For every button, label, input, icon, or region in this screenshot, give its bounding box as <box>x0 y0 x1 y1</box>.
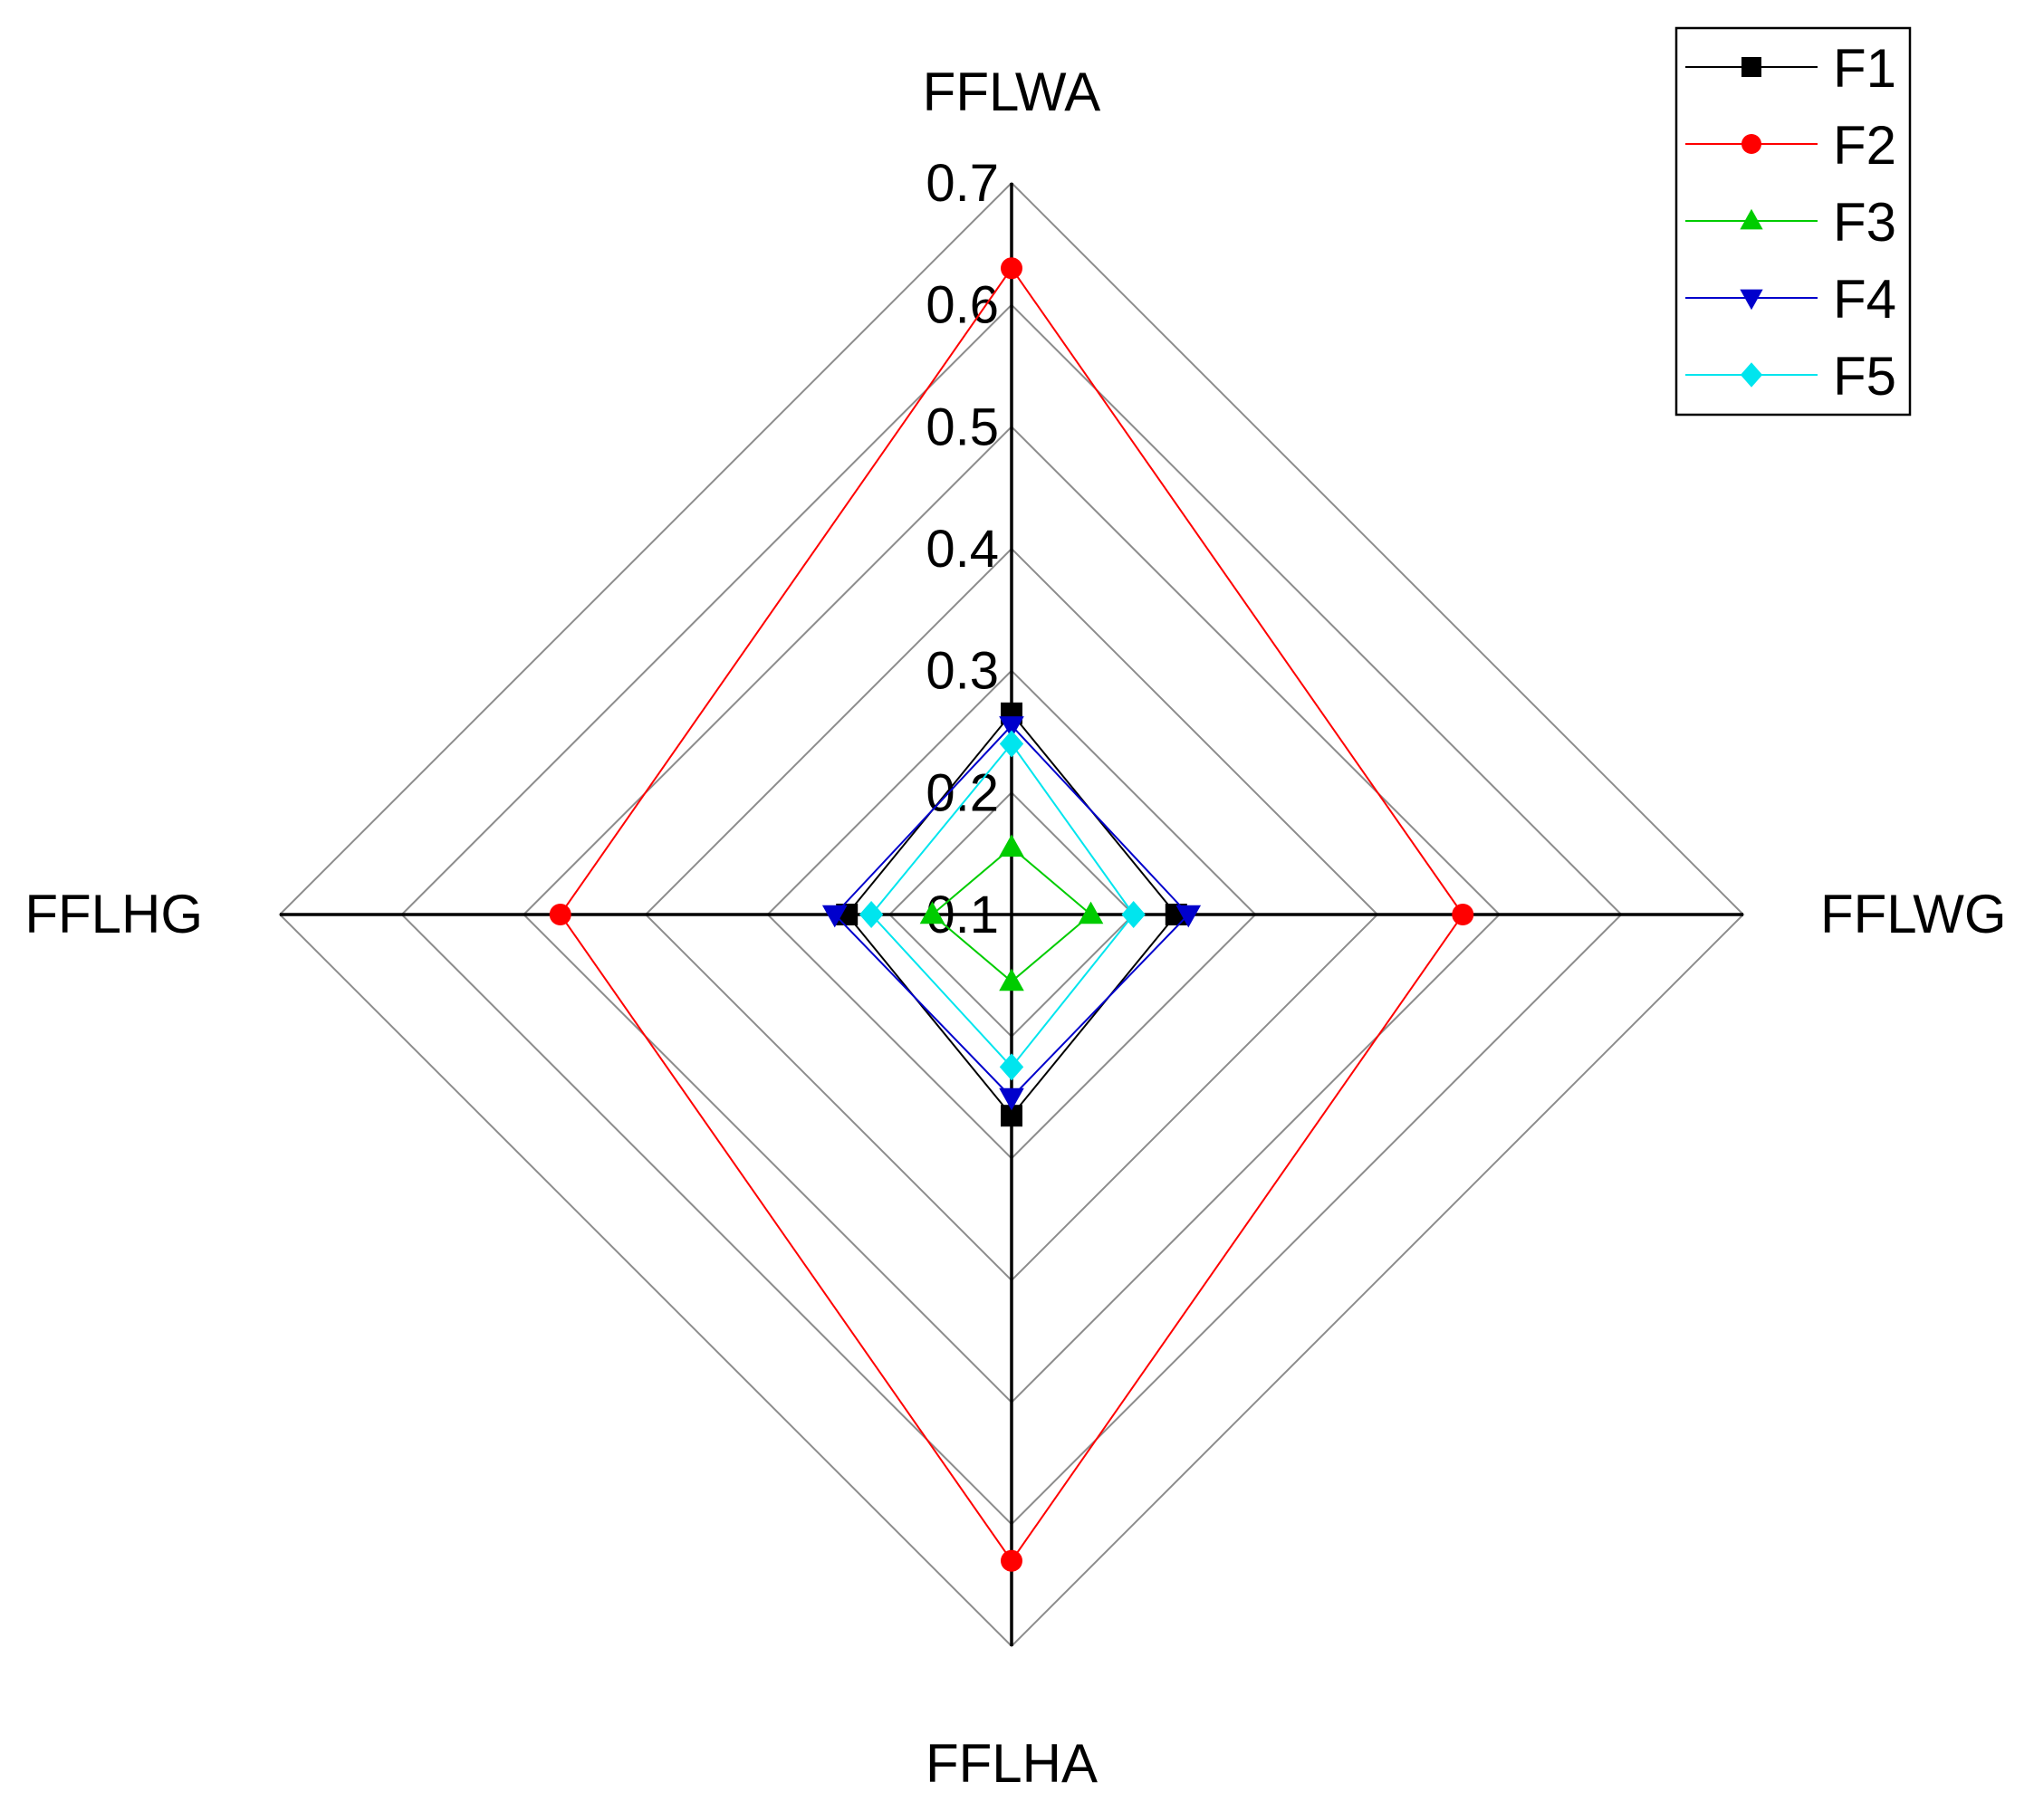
series-f5 <box>859 730 1146 1081</box>
data-point <box>821 905 848 928</box>
data-point <box>1175 905 1202 928</box>
data-point <box>1078 901 1104 924</box>
legend-item-f1: F1 <box>1685 38 1896 99</box>
tick-label: 0.6 <box>926 276 999 335</box>
legend-item-f2: F2 <box>1685 115 1896 176</box>
axis-label-fflha: FFLHA <box>926 1733 1098 1794</box>
axis-label-fflhg: FFLHG <box>24 884 203 944</box>
legend-label: F5 <box>1833 346 1896 407</box>
data-point <box>1001 1549 1022 1572</box>
radial-axes <box>280 183 1743 1646</box>
data-point <box>999 968 1024 991</box>
data-point <box>1001 257 1022 280</box>
legend-marker <box>1740 289 1763 311</box>
tick-label: 0.5 <box>926 398 999 456</box>
tick-label: 0.3 <box>926 642 999 701</box>
data-point <box>1452 904 1474 925</box>
data-point <box>999 834 1024 857</box>
axis-label-fflwa: FFLWA <box>923 62 1101 122</box>
data-point <box>999 716 1024 739</box>
legend-label: F4 <box>1833 269 1896 330</box>
tick-label: 0.7 <box>926 154 999 213</box>
data-series <box>549 257 1474 1572</box>
legend-label: F1 <box>1833 38 1896 99</box>
legend-label: F2 <box>1833 115 1896 176</box>
legend-item-f3: F3 <box>1685 192 1896 253</box>
legend-item-f4: F4 <box>1685 269 1896 330</box>
data-point <box>999 1087 1024 1111</box>
series-f4 <box>821 716 1202 1111</box>
series-f3 <box>919 834 1104 991</box>
legend: F1 F2 F3 F4 F5 <box>1674 26 1912 417</box>
data-point <box>549 904 571 925</box>
series-f2 <box>549 257 1474 1572</box>
data-point <box>859 901 884 928</box>
data-point <box>1121 901 1146 928</box>
legend-marker <box>1740 208 1763 230</box>
legend-marker <box>1741 134 1761 154</box>
radial-tick-labels: 0.10.20.30.40.50.60.7 <box>926 154 999 944</box>
axis-label-fflwg: FFLWG <box>1820 884 2007 944</box>
data-point <box>999 730 1024 758</box>
data-point <box>999 1053 1024 1081</box>
tick-label: 0.4 <box>926 520 999 579</box>
legend-marker <box>1740 362 1763 388</box>
legend-marker <box>1741 57 1761 77</box>
axis-labels: FFLWA FFLWG FFLHA FFLHG <box>24 62 2006 1794</box>
series-line <box>869 742 1135 1068</box>
data-point <box>919 901 945 924</box>
legend-label: F3 <box>1833 192 1896 253</box>
legend-item-f5: F5 <box>1685 346 1896 407</box>
